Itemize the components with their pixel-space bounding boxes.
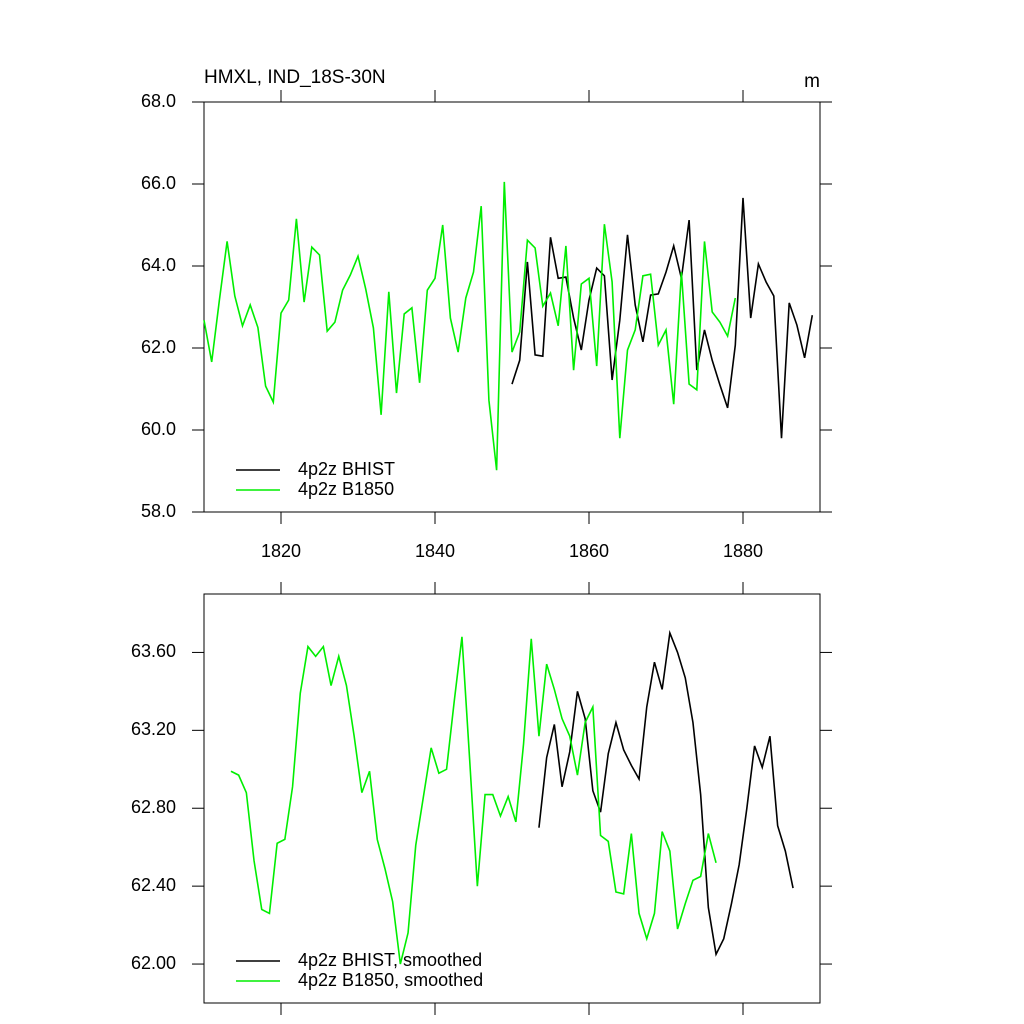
y-tick-label: 62.0 xyxy=(141,337,176,357)
x-tick-label: 1840 xyxy=(415,541,455,561)
y-tick-label: 63.60 xyxy=(131,641,176,661)
y-tick-label: 62.00 xyxy=(131,953,176,973)
legend-label: 4p2z BHIST, smoothed xyxy=(298,950,482,970)
data-line xyxy=(203,181,737,471)
y-tick-label: 58.0 xyxy=(141,501,176,521)
y-tick-label: 64.0 xyxy=(141,255,176,275)
y-tick-label: 68.0 xyxy=(141,91,176,111)
data-line xyxy=(538,629,794,957)
legend-label: 4p2z BHIST xyxy=(298,459,395,479)
plot-frame xyxy=(203,593,821,1004)
x-tick-label: 1860 xyxy=(569,541,609,561)
x-tick-label: 1880 xyxy=(723,541,763,561)
y-tick-label: 62.80 xyxy=(131,797,176,817)
y-tick-label: 62.40 xyxy=(131,875,176,895)
y-tick-label: 63.20 xyxy=(131,719,176,739)
legend-label: 4p2z B1850 xyxy=(298,479,394,499)
y-tick-label: 66.0 xyxy=(141,173,176,193)
units-label: m xyxy=(804,71,820,92)
legend-label: 4p2z B1850, smoothed xyxy=(298,970,483,990)
plot-frame xyxy=(203,101,821,513)
data-line xyxy=(230,636,717,965)
y-tick-label: 60.0 xyxy=(141,419,176,439)
x-tick-label: 1820 xyxy=(261,541,301,561)
chart-title: HMXL, IND_18S-30N xyxy=(204,67,386,88)
